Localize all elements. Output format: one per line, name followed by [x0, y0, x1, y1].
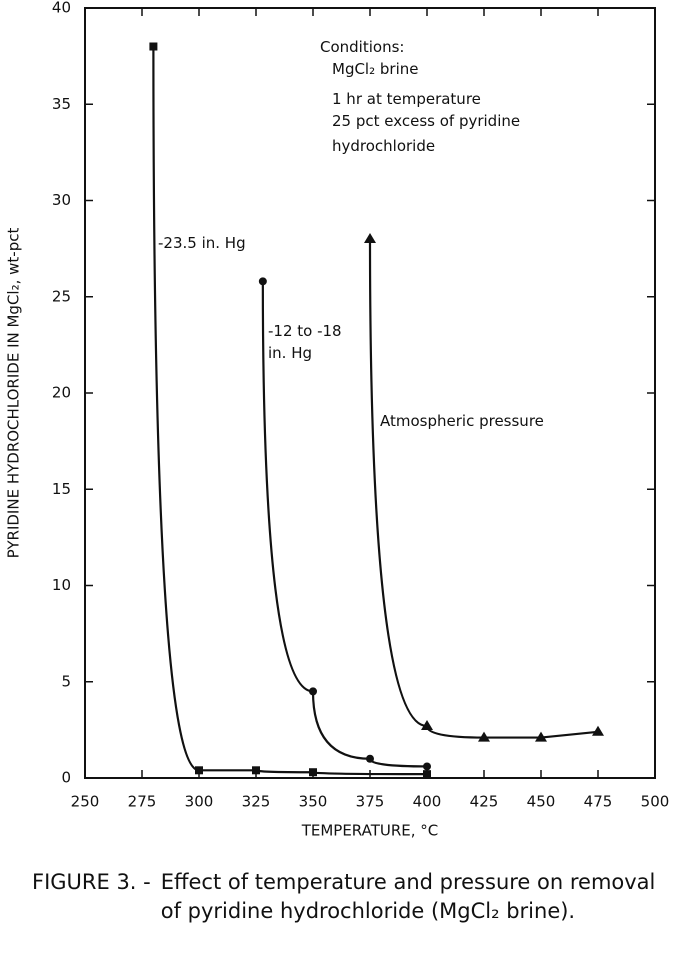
x-tick-label: 500: [641, 793, 670, 811]
x-tick-label: 300: [185, 793, 214, 811]
annotation: hydrochloride: [332, 137, 436, 155]
x-tick-label: 375: [356, 793, 385, 811]
series-label: Atmospheric pressure: [380, 412, 544, 430]
marker: [258, 277, 267, 286]
marker: [252, 766, 260, 775]
y-tick-label: 25: [52, 287, 71, 305]
annotation: 1 hr at temperature: [332, 90, 481, 108]
annotation: 25 pct excess of pyridine: [332, 112, 521, 130]
y-tick-label: 30: [52, 191, 71, 209]
marker: [364, 233, 376, 243]
x-tick-label: 400: [413, 793, 442, 811]
x-tick-label: 450: [527, 793, 556, 811]
y-tick-label: 15: [52, 480, 71, 498]
annotation: Conditions:: [320, 38, 405, 56]
marker: [195, 766, 203, 775]
series-line: [152, 46, 428, 776]
x-tick-label: 250: [71, 793, 100, 811]
x-tick-label: 325: [242, 793, 271, 811]
chart: TEMPERATURE, °C PYRIDINE HYDROCHLORIDE I…: [5, 0, 670, 840]
series-line: [368, 238, 599, 739]
series-label: -23.5 in. Hg: [158, 234, 246, 252]
y-tick-label: 10: [52, 576, 71, 594]
marker: [309, 687, 317, 696]
marker: [421, 720, 433, 731]
y-axis-label: PYRIDINE HYDROCHLORIDE IN MgCl₂, wt-pct: [5, 228, 23, 559]
x-tick-label: 425: [470, 793, 499, 811]
caption-label: FIGURE 3. -: [32, 870, 151, 894]
marker: [592, 725, 604, 736]
x-tick-label: 475: [584, 793, 613, 811]
y-tick-label: 20: [52, 384, 71, 402]
marker: [423, 770, 431, 779]
x-tick-label: 275: [128, 793, 157, 811]
series-label: -12 to -18 in. Hg: [268, 322, 342, 362]
caption: FIGURE 3. - Effect of temperature and pr…: [32, 868, 662, 926]
marker: [149, 42, 158, 51]
y-tick-label: 40: [52, 0, 71, 17]
annotation: MgCl₂ brine: [332, 60, 419, 78]
marker: [478, 731, 490, 742]
marker: [535, 731, 547, 742]
y-tick-label: 35: [52, 95, 71, 113]
y-tick-label: 0: [61, 769, 71, 787]
marker: [309, 768, 317, 777]
x-tick-label: 350: [299, 793, 328, 811]
marker: [366, 754, 374, 763]
caption-text: Effect of temperature and pressure on re…: [160, 870, 656, 923]
x-axis-label: TEMPERATURE, °C: [301, 822, 439, 840]
marker: [423, 762, 431, 771]
y-tick-label: 5: [61, 672, 71, 690]
